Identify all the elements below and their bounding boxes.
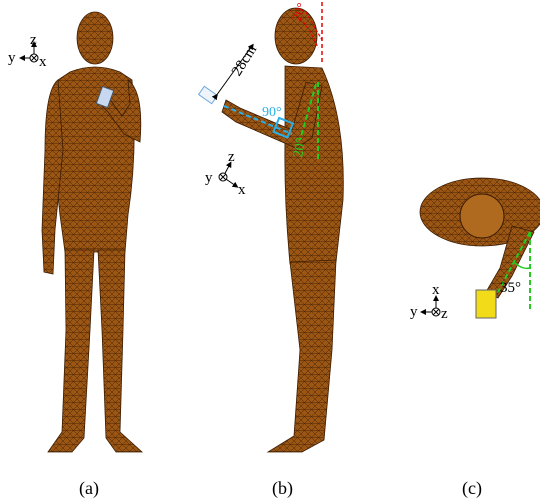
axis-triad: z y x [8, 32, 47, 70]
axis-triad: z y x [205, 149, 246, 198]
angle-label: 90° [262, 105, 282, 120]
phone [476, 290, 496, 318]
leg [98, 250, 142, 452]
leg [48, 250, 94, 452]
phone [199, 86, 218, 103]
leg [268, 260, 336, 452]
angle-label: 35° [500, 280, 521, 296]
page: z y x (a) 20° 28cm 90° 20° z y x [0, 0, 540, 501]
distance-label: 28cm [229, 42, 260, 79]
axis-label: x [238, 182, 246, 198]
panel-c: 35° x y z (c) [410, 178, 540, 499]
axis-label: y [410, 304, 418, 320]
axis-triad: x y z [410, 282, 448, 322]
caption: (b) [272, 478, 293, 499]
panel-b: 20° 28cm 90° 20° z y x (b) [199, 1, 344, 499]
caption: (c) [462, 478, 482, 499]
axis-label: y [205, 170, 213, 186]
axis-label: y [8, 50, 16, 66]
panel-a: z y x (a) [8, 12, 142, 499]
caption: (a) [79, 478, 99, 499]
head [77, 12, 113, 64]
axis-label: z [30, 32, 37, 48]
axis-label: x [39, 54, 47, 70]
axis-label: z [441, 306, 448, 322]
torso [55, 67, 134, 252]
figure: z y x (a) 20° 28cm 90° 20° z y x [0, 0, 540, 501]
arm [42, 80, 63, 274]
head [460, 194, 504, 238]
axis-label: z [228, 149, 235, 165]
axis-label: x [432, 282, 440, 298]
